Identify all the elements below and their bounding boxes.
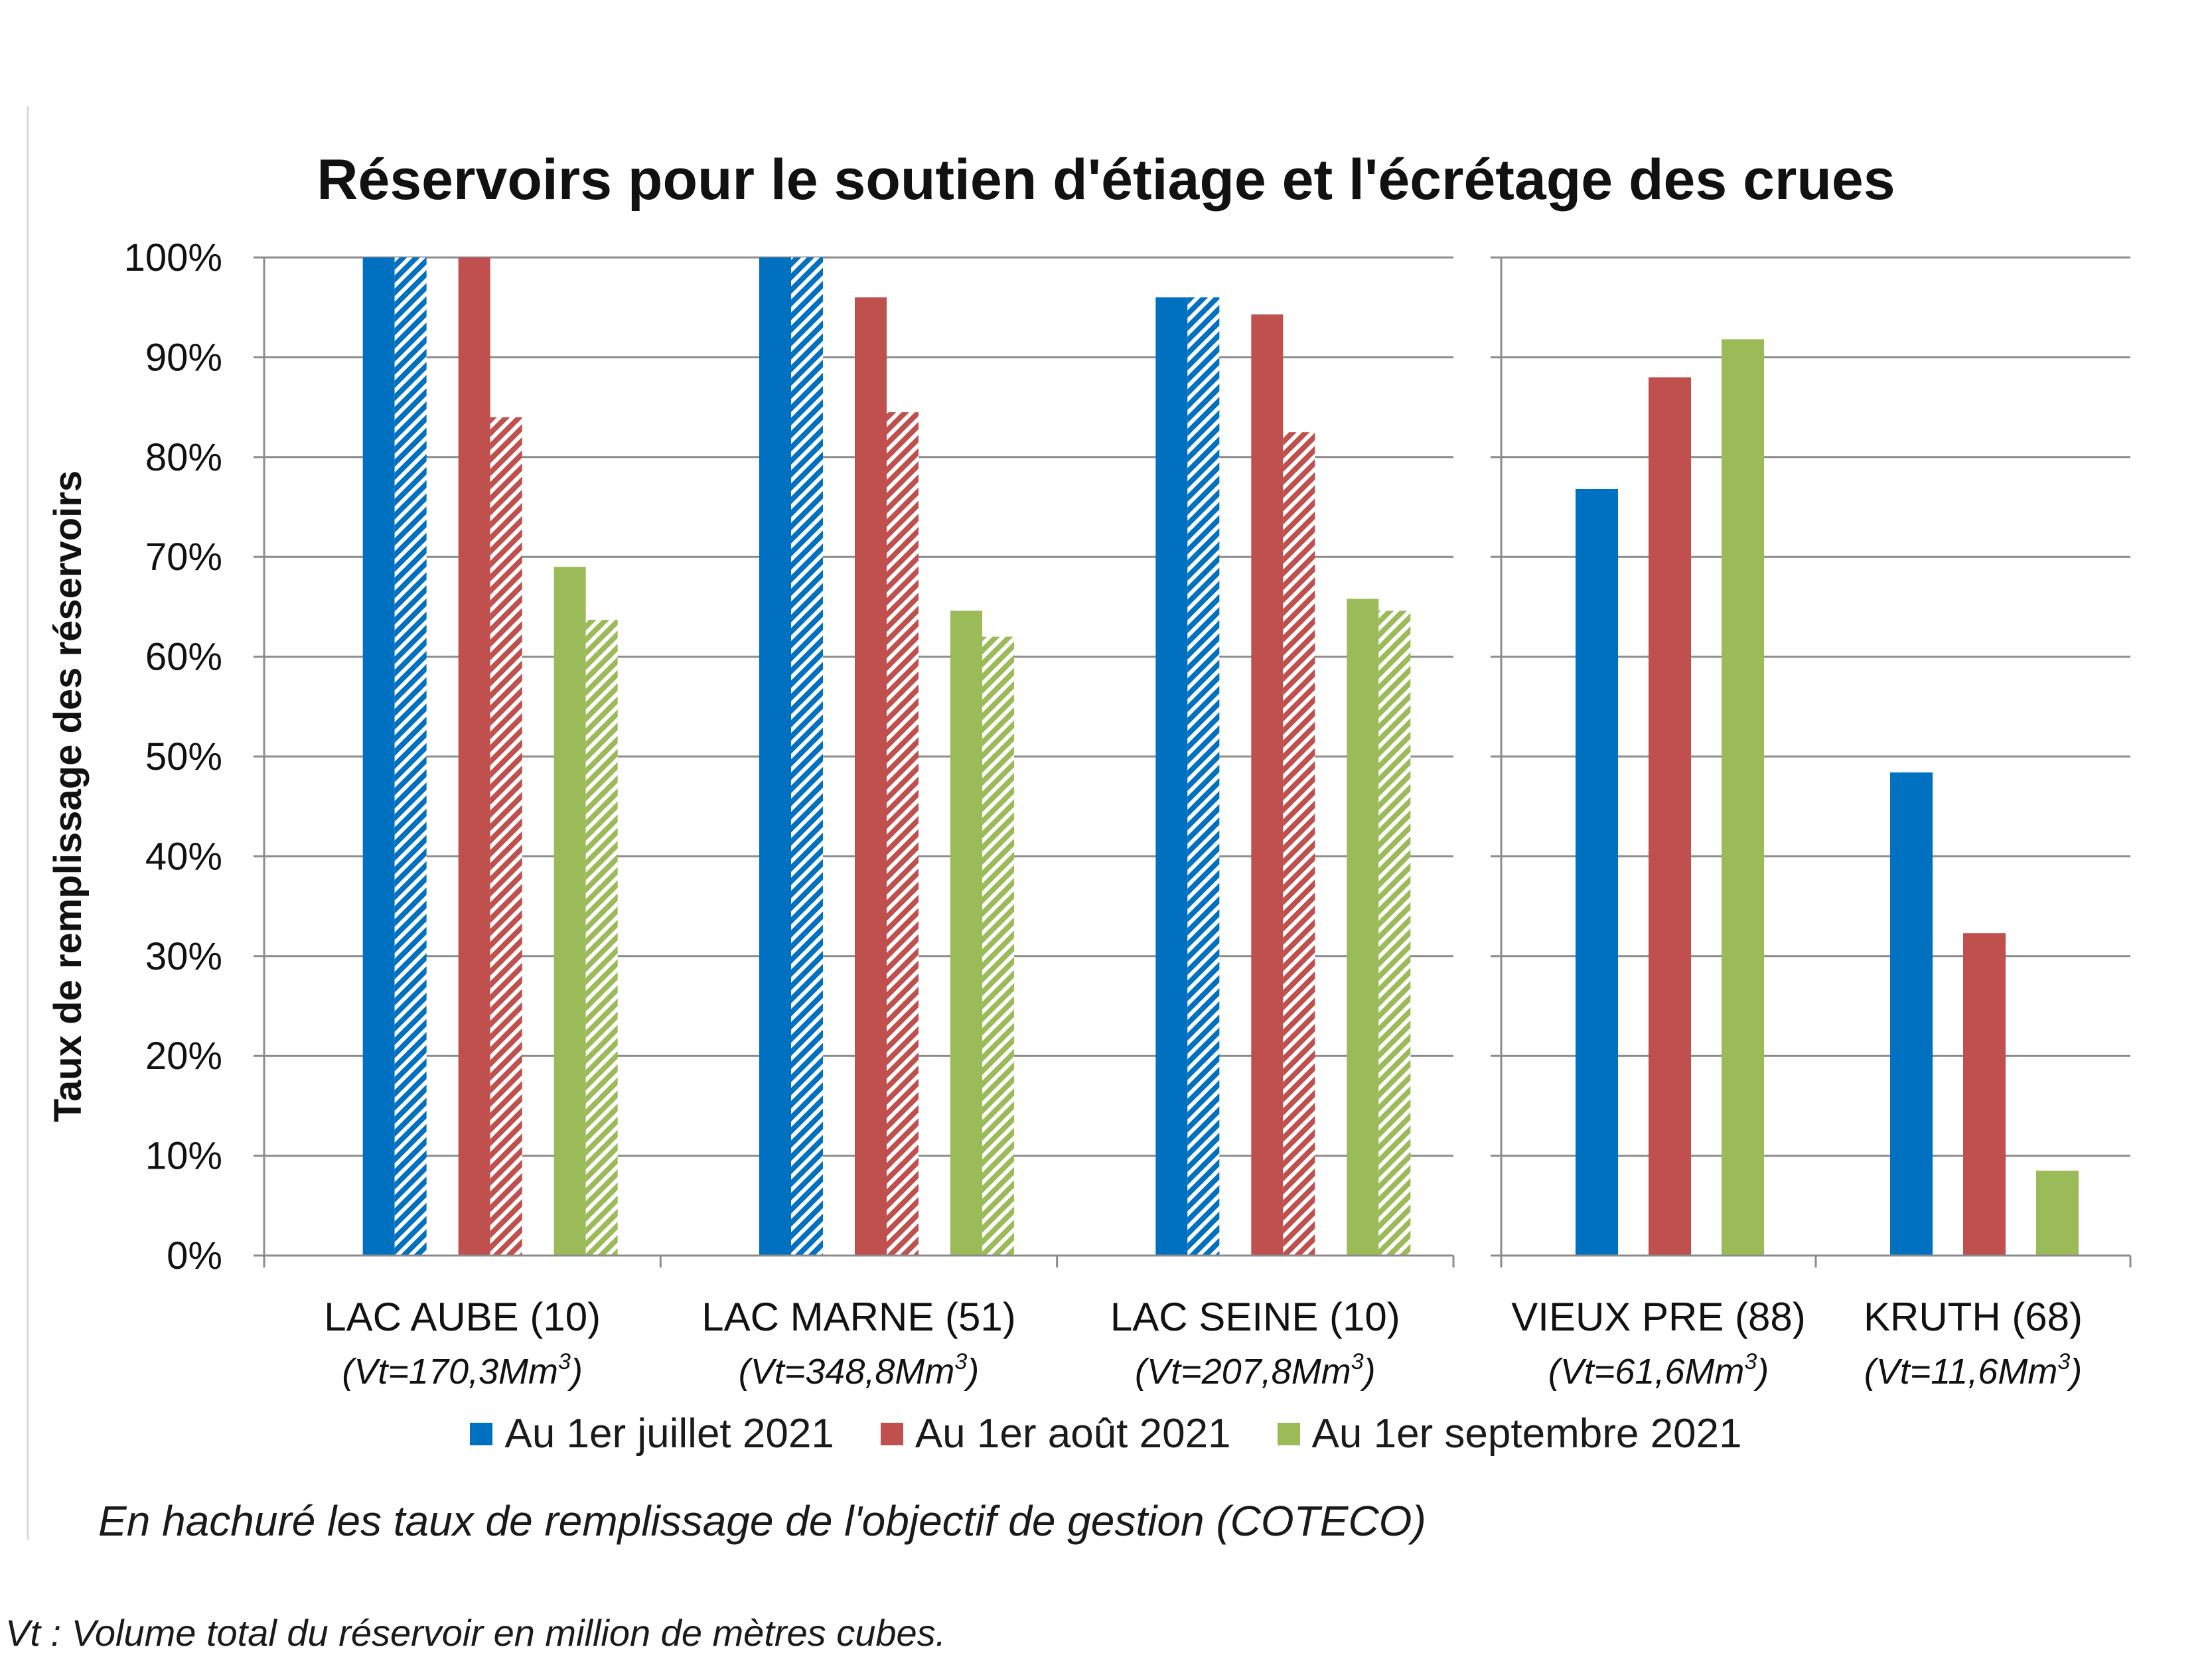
bar-september	[950, 611, 982, 1256]
bar-september	[553, 567, 586, 1256]
y-axis-label: Taux de remplissage des réservoirs	[46, 470, 90, 1122]
bar-august	[1251, 314, 1284, 1256]
hatch-note: En hachuré les taux de remplissage de l'…	[98, 1497, 1426, 1545]
x-category-label: LAC SEINE (10)	[1110, 1295, 1400, 1339]
y-tick-label: 60%	[145, 636, 222, 679]
y-tick-label: 0%	[167, 1234, 222, 1277]
bar-september	[2036, 1171, 2079, 1256]
y-tick-label: 10%	[145, 1135, 222, 1178]
y-tick-label: 20%	[145, 1035, 222, 1078]
y-tick-label: 40%	[145, 835, 222, 878]
bar-objective-september	[585, 619, 618, 1256]
bar-july	[1155, 297, 1188, 1256]
bar-objective-august	[887, 412, 919, 1256]
legend-item-july: Au 1er juillet 2021	[470, 1410, 834, 1457]
bar-objective-july	[394, 257, 427, 1256]
bar-july	[362, 257, 395, 1256]
bar-objective-august	[1283, 432, 1315, 1256]
bar-objective-july	[791, 257, 823, 1256]
y-tick-label: 90%	[145, 336, 222, 379]
legend-label-august: Au 1er août 2021	[915, 1411, 1231, 1457]
bar-objective-august	[490, 417, 522, 1256]
y-tick-label: 50%	[145, 735, 222, 778]
legend-item-august: Au 1er août 2021	[880, 1410, 1231, 1457]
x-category-volume: (Vt=170,3Mm3)	[342, 1349, 583, 1392]
legend-label-september: Au 1er septembre 2021	[1311, 1411, 1742, 1457]
bar-july	[759, 257, 791, 1256]
x-category-label: LAC AUBE (10)	[324, 1295, 601, 1339]
bar-august	[1963, 933, 2006, 1256]
x-category-label: KRUTH (68)	[1864, 1295, 2083, 1339]
y-tick-label: 80%	[145, 436, 222, 479]
chart-title: Réservoirs pour le soutien d'étiage et l…	[317, 148, 1895, 212]
legend: Au 1er juillet 2021 Au 1er août 2021 Au …	[0, 1410, 2212, 1457]
x-category-volume: (Vt=348,8Mm3)	[739, 1349, 980, 1392]
legend-swatch-july	[470, 1422, 493, 1445]
x-category-volume: (Vt=11,6Mm3)	[1864, 1349, 2083, 1392]
bar-objective-september	[982, 636, 1014, 1256]
bar-september	[1722, 339, 1764, 1256]
bar-august	[855, 297, 887, 1256]
axes: 0% 10% 20% 30% 40% 50% 60% 70% 80% 90% 100% LAC AUB…	[124, 236, 2132, 1392]
x-category-volume: (Vt=207,8Mm3)	[1135, 1349, 1376, 1392]
y-tick-label: 30%	[145, 935, 222, 978]
bar-july	[1576, 488, 1618, 1256]
volume-note: Vt : Volume total du réservoir en millio…	[5, 1612, 946, 1654]
x-category-label: LAC MARNE (51)	[701, 1295, 1015, 1339]
bar-august	[1649, 377, 1691, 1256]
bars	[362, 257, 2079, 1256]
bar-july	[1890, 772, 1933, 1256]
legend-item-september: Au 1er septembre 2021	[1277, 1410, 1742, 1457]
bar-objective-july	[1187, 297, 1220, 1256]
x-category-volume: (Vt=61,6Mm3)	[1548, 1349, 1769, 1392]
legend-swatch-august	[880, 1422, 903, 1445]
x-category-label: VIEUX PRE (88)	[1511, 1295, 1805, 1339]
bar-august	[458, 257, 490, 1256]
y-tick-label: 100%	[124, 236, 222, 279]
legend-swatch-september	[1277, 1422, 1300, 1445]
y-tick-label: 70%	[145, 536, 222, 579]
legend-label-july: Au 1er juillet 2021	[504, 1411, 834, 1457]
bar-objective-september	[1378, 611, 1411, 1256]
bar-september	[1347, 599, 1379, 1256]
